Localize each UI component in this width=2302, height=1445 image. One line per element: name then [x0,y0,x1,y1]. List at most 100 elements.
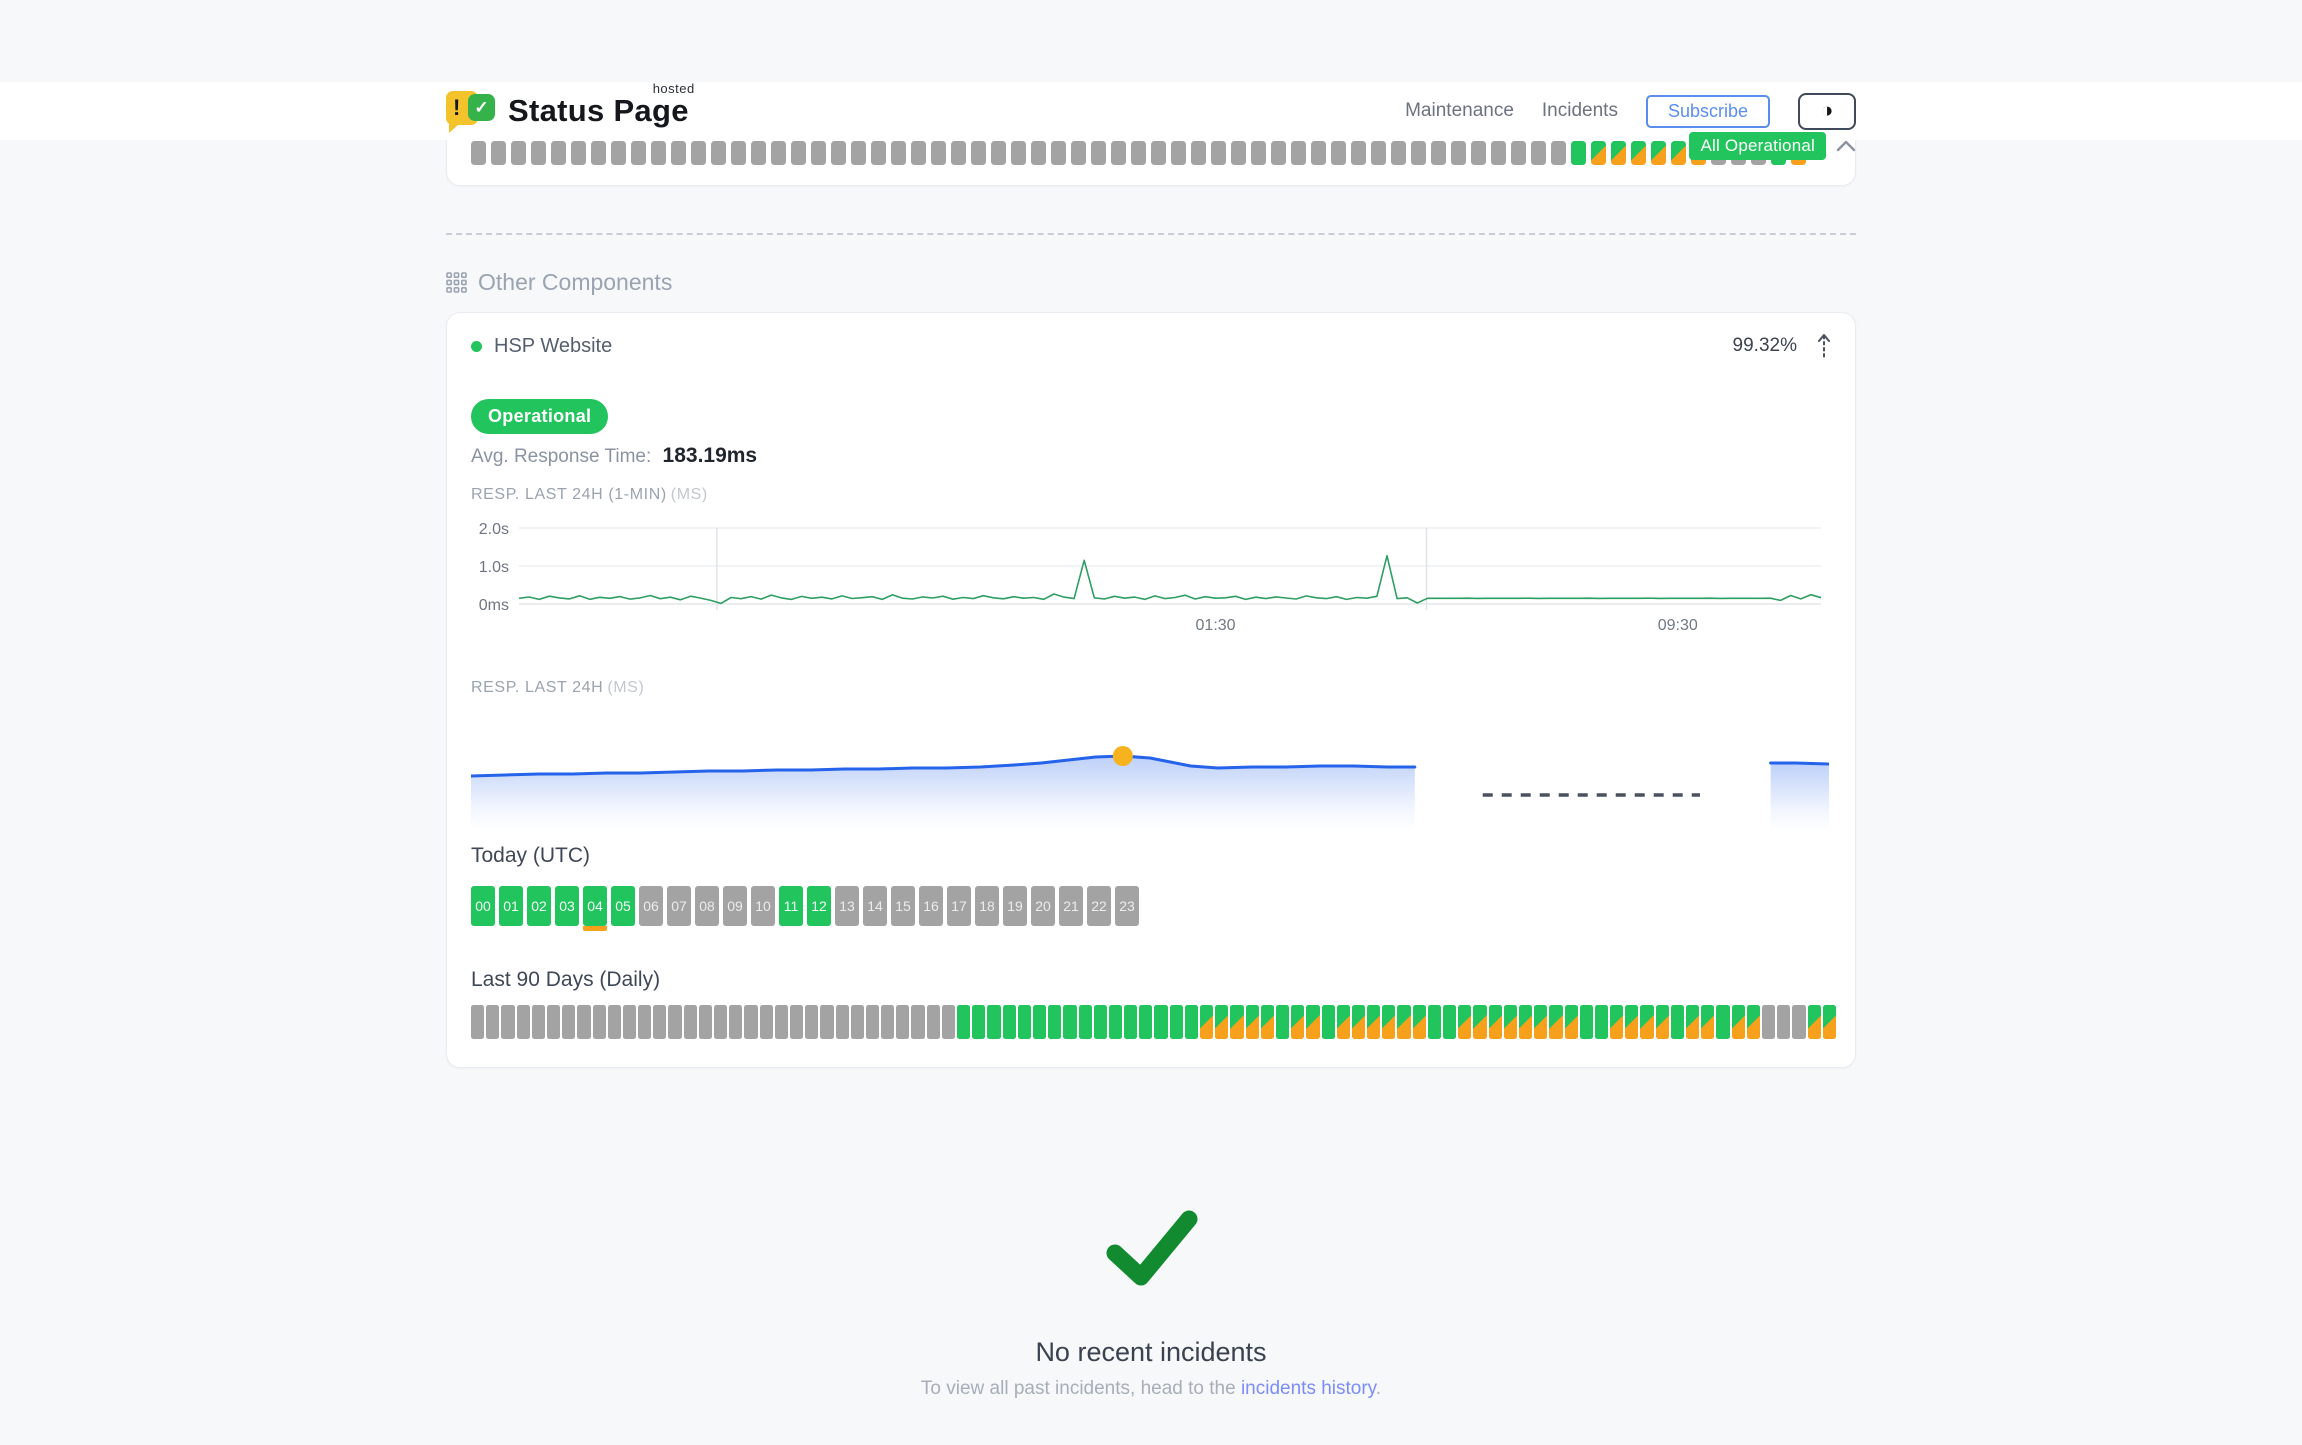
hour-block: 09 [723,886,747,926]
day-bar [1777,1005,1791,1039]
uptime-bar [1531,141,1546,165]
hour-block: 17 [947,886,971,926]
uptime-bar [1071,141,1086,165]
day-bar [1063,1005,1077,1039]
day-bar [1306,1005,1320,1039]
nav-maintenance[interactable]: Maintenance [1405,100,1514,121]
uptime-bar [811,141,826,165]
day-bar [987,1005,1001,1039]
header-nav: Maintenance Incidents Subscribe ◑ [1405,92,1856,130]
uptime-bar [931,141,946,165]
brand-logo[interactable]: ! ✓ Status Page hosted [446,81,695,134]
uptime-percent: 99.32% [1732,335,1797,356]
uptime-bar [1611,141,1626,165]
day-bar [1473,1005,1487,1039]
uptime-bar [491,141,506,165]
other-components-card: HSP Website 99.32% Operational Avg. Resp… [446,312,1856,1068]
day-bar [729,1005,743,1039]
uptime-bar [971,141,986,165]
uptime-bar [1491,141,1506,165]
hour-block: 04 [583,886,607,931]
day-bar [1275,1005,1290,1039]
component-row-hsp-website[interactable]: HSP Website 99.32% [471,333,1831,359]
hour-block: 00 [471,886,495,926]
no-incidents-section: No recent incidents To view all past inc… [446,1206,1856,1400]
day-bar [1625,1005,1639,1039]
hour-block: 06 [639,886,663,926]
uptime-bar [1271,141,1286,165]
day-bar [941,1005,955,1039]
uptime-bar [1051,141,1066,165]
day-bar [714,1005,728,1039]
day-bar [1245,1005,1259,1039]
uptime-bar [691,141,706,165]
day-bar [881,1005,895,1039]
day-bar [1412,1005,1426,1039]
day-bar [1048,1005,1062,1039]
day-bar [1078,1005,1092,1039]
avg-response-label: Avg. Response Time: [471,446,652,467]
hour-block: 13 [835,886,859,926]
no-incidents-title: No recent incidents [1035,1337,1267,1367]
avg-response-value: 183.19ms [662,444,758,467]
uptime-bar [1651,141,1666,165]
day-bar [1397,1005,1411,1039]
incidents-history-link[interactable]: incidents history [1240,1378,1376,1399]
day-bar [592,1005,606,1039]
day-bar [1336,1005,1350,1039]
day-bar [1260,1005,1274,1039]
resp-24h-chart [469,746,1831,831]
day-bar [1534,1005,1548,1039]
uptime-bar [1211,141,1226,165]
uptime-bar [551,141,566,165]
day-bar [668,1005,682,1039]
day-bar [1579,1005,1593,1039]
theme-toggle-button[interactable]: ◑ [1798,92,1856,130]
day-bar [1655,1005,1669,1039]
uptime-bar [831,141,846,165]
uptime-bar [531,141,546,165]
hour-block: 02 [527,886,551,926]
hour-block: 10 [751,886,775,926]
day-bar [653,1005,667,1039]
uptime-bar [511,141,526,165]
uptime-bar [1091,141,1106,165]
day-bar [1518,1005,1533,1039]
chevron-up-icon[interactable] [1836,140,1856,152]
resp-24h-chart-label: RESP. LAST 24H (MS) [471,679,645,696]
day-bar [1822,1005,1836,1039]
day-bar [562,1005,576,1039]
hour-block: 12 [807,886,831,926]
arrow-up-icon[interactable] [1817,333,1831,359]
day-bar [957,1005,971,1039]
day-bar [1427,1005,1441,1039]
uptime-bar [471,141,486,165]
uptime-bar [1111,141,1126,165]
day-bar [1154,1005,1168,1039]
subscribe-button[interactable]: Subscribe [1645,94,1770,128]
uptime-bar [1431,141,1446,165]
day-bar [1594,1005,1609,1039]
day-bar [683,1005,697,1039]
day-bar [1230,1005,1244,1039]
uptime-bar [791,141,806,165]
partial-degraded-strip [583,926,607,931]
day-bar [972,1005,986,1039]
day-bar [1093,1005,1107,1039]
day-bar [896,1005,910,1039]
day-bar [865,1005,880,1039]
brand-name: Status Page hosted [508,81,695,128]
nav-incidents[interactable]: Incidents [1541,100,1618,121]
uptime-bar [671,141,686,165]
operational-pill: Operational [471,399,609,434]
day-bar [1549,1005,1563,1039]
day-bar [1731,1005,1745,1039]
day-bar [1610,1005,1624,1039]
day-bar [1367,1005,1381,1039]
day-bar [1716,1005,1730,1039]
hour-block: 19 [1003,886,1027,926]
uptime-bar [1451,141,1466,165]
day-bar [638,1005,652,1039]
uptime-bar [611,141,626,165]
uptime-bar [851,141,866,165]
